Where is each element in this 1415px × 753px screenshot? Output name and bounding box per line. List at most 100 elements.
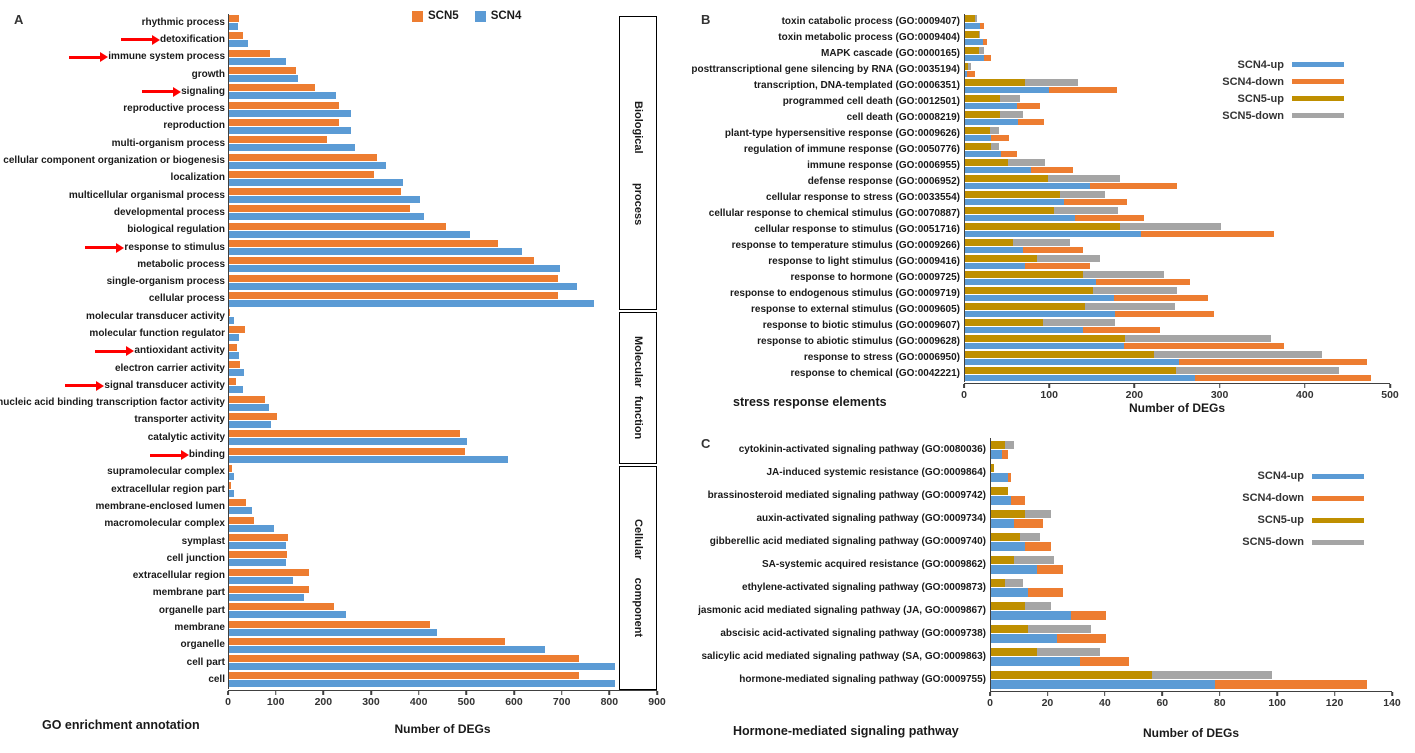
SCN4-down-swatch-icon: [1292, 79, 1344, 84]
bar-SCN4: [229, 403, 269, 411]
group-box-label: Biological process: [632, 100, 644, 226]
category-bars: [228, 308, 658, 326]
bar-SCN5: [229, 257, 535, 265]
stack-bar: [965, 351, 1391, 358]
category-label-inner: organelle: [181, 640, 225, 650]
category-row: abscisic acid-activated signaling pathwa…: [700, 622, 1393, 645]
segment-SCN4-down: [1036, 565, 1063, 574]
category-label: cell: [2, 671, 228, 688]
category-label-text: response to endogenous stimulus (GO:0009…: [729, 288, 960, 299]
bar-SCN4: [229, 351, 240, 359]
bar-SCN4: [229, 524, 275, 532]
category-label-text: electron carrier activity: [114, 362, 225, 374]
segment-SCN4-up: [965, 22, 981, 29]
category-row: regulation of immune response (GO:005077…: [700, 142, 1391, 158]
bar-SCN4: [229, 213, 425, 221]
category-row: response to light stimulus (GO:0009416): [700, 254, 1391, 270]
segment-SCN5-up: [965, 303, 1086, 310]
category-label-inner: cellular component organization or bioge…: [3, 156, 225, 166]
panel-c-title: Hormone-mediated signaling pathway: [733, 724, 959, 738]
panel-b-x-axis: 0 100 200 300 400 500: [961, 383, 1399, 401]
category-bars: [964, 190, 1391, 206]
axis-tick: 0: [961, 384, 967, 401]
stack-bar: [965, 246, 1391, 253]
segment-SCN4-up: [965, 310, 1115, 317]
segment-SCN4-down: [1017, 118, 1045, 125]
category-label-text: antioxidant activity: [134, 345, 225, 357]
category-bars: [990, 484, 1393, 507]
category-label-text: gibberellic acid mediated signaling path…: [709, 535, 986, 547]
stack-bar: [965, 15, 1391, 22]
axis-tick: 400: [1296, 384, 1314, 401]
segment-SCN5-up: [965, 191, 1060, 198]
stack-bar: [965, 127, 1391, 134]
bar-SCN5: [229, 637, 505, 645]
category-bars: [228, 31, 658, 49]
bar-SCN4: [229, 576, 294, 584]
category-label: signaling: [2, 83, 228, 100]
category-row: response to hormone (GO:0009725): [700, 270, 1391, 286]
panel-a-legend: SCN5 SCN4: [412, 10, 521, 22]
legend-label: SCN5-down: [1222, 109, 1284, 122]
category-row: brassinosteroid mediated signaling pathw…: [700, 484, 1393, 507]
category-label: salicylic acid mediated signaling pathwa…: [700, 645, 990, 668]
category-label-inner: single-organism process: [107, 277, 225, 287]
axis-tick: 900: [648, 691, 666, 708]
category-row: single-organism process: [2, 273, 658, 291]
segment-SCN5-down: [1028, 624, 1092, 633]
category-row: developmental process: [2, 204, 658, 222]
bar-SCN5: [229, 412, 277, 420]
segment-SCN4-up: [965, 278, 1097, 285]
stack-bar: [965, 310, 1391, 317]
category-bars: [228, 290, 658, 309]
stack-bar: [965, 86, 1391, 93]
category-label-text: SA-systemic acquired resistance (GO:0009…: [762, 558, 986, 570]
segment-SCN5-down: [1025, 601, 1052, 610]
segment-SCN4-up: [965, 134, 991, 141]
segment-SCN4-down: [1008, 473, 1012, 482]
bar-SCN4: [229, 542, 287, 550]
bar-SCN4: [229, 645, 546, 653]
segment-SCN4-up: [965, 230, 1141, 237]
bar-SCN5: [229, 482, 232, 490]
bar-SCN5: [229, 378, 237, 386]
segment-SCN5-up: [991, 440, 1006, 449]
stack-bar: [991, 440, 1393, 449]
tick-mark: [1046, 692, 1049, 696]
category-label-inner: signaling: [142, 86, 225, 97]
category-label-text: localization: [170, 172, 225, 184]
category-label-inner: multicellular organismal process: [69, 190, 225, 201]
segment-SCN5-up: [965, 143, 992, 150]
category-row: multicellular organismal process: [2, 186, 658, 205]
category-label: symplast: [2, 533, 228, 550]
tick-label: 0: [961, 389, 967, 401]
legend-label: SCN5: [428, 10, 459, 22]
category-bars: [964, 126, 1391, 142]
category-label: JA-induced systemic resistance (GO:00098…: [700, 461, 990, 484]
segment-SCN4-down: [1024, 262, 1091, 269]
segment-SCN5-up: [965, 351, 1155, 358]
category-bars: [228, 169, 658, 187]
red-arrow-icon: [149, 450, 189, 461]
segment-SCN4-down: [966, 70, 976, 77]
legend-label: SCN4: [490, 10, 522, 22]
category-bars: [964, 318, 1391, 334]
panel-a-letter: A: [14, 12, 24, 27]
segment-SCN5-down: [1005, 578, 1023, 587]
category-label-inner: transporter activity: [134, 415, 225, 425]
category-label: organelle part: [2, 602, 228, 619]
category-label-text: nucleic acid binding transcription facto…: [0, 397, 225, 409]
category-row: nucleic acid binding transcription facto…: [0, 394, 658, 412]
legend-label: SCN4-up: [1257, 470, 1304, 482]
category-label-inner: catalytic activity: [148, 432, 225, 443]
stack-bar: [991, 647, 1393, 656]
stack-bar: [965, 175, 1391, 182]
stack-bar: [965, 223, 1391, 230]
category-bars: [964, 366, 1391, 382]
stack-bar: [965, 38, 1391, 45]
category-label: reproduction: [2, 118, 228, 135]
category-label: multicellular organismal process: [2, 187, 228, 204]
category-label: SA-systemic acquired resistance (GO:0009…: [700, 553, 990, 576]
tick-mark: [1218, 692, 1221, 696]
category-label: jasmonic acid mediated signaling pathway…: [698, 599, 990, 622]
